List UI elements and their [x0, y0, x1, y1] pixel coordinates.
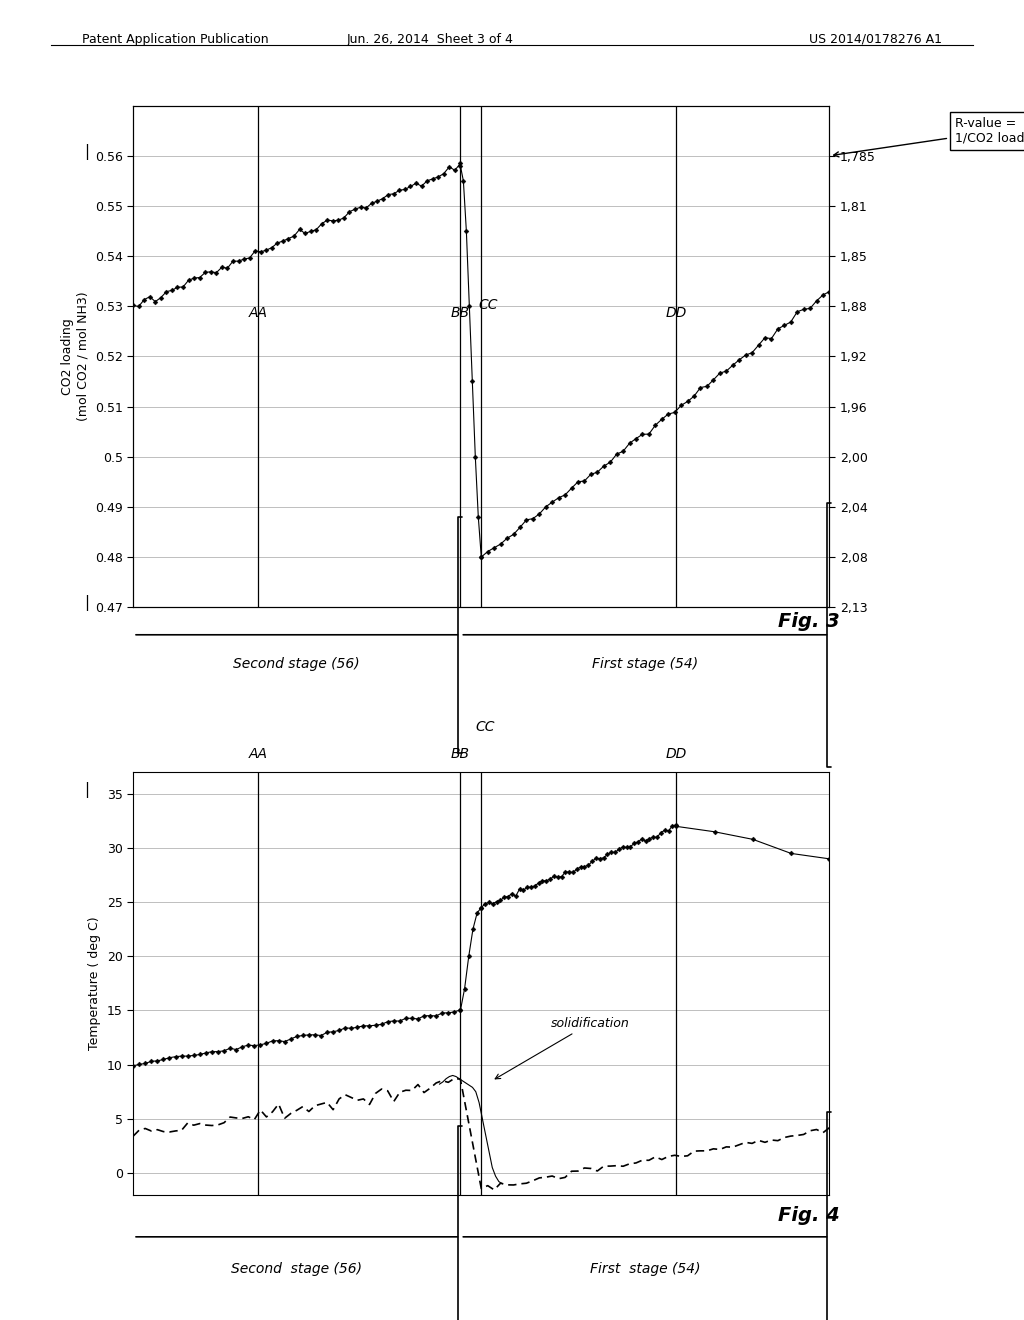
- Text: R-value =
1/CO2 loading: R-value = 1/CO2 loading: [834, 116, 1024, 157]
- Text: CC: CC: [478, 298, 498, 313]
- Text: Patent Application Publication: Patent Application Publication: [82, 33, 268, 46]
- Text: AA: AA: [249, 747, 268, 762]
- Y-axis label: Temperature ( deg C): Temperature ( deg C): [88, 916, 101, 1051]
- Text: Second  stage (56): Second stage (56): [231, 1262, 362, 1276]
- Text: BB: BB: [451, 306, 470, 319]
- Text: CC: CC: [475, 721, 495, 734]
- Text: First  stage (54): First stage (54): [590, 1262, 700, 1276]
- Text: |: |: [84, 595, 89, 611]
- Text: |: |: [84, 144, 89, 160]
- Text: Jun. 26, 2014  Sheet 3 of 4: Jun. 26, 2014 Sheet 3 of 4: [347, 33, 513, 46]
- Y-axis label: CO2 loading
(mol CO2 / mol NH3): CO2 loading (mol CO2 / mol NH3): [61, 292, 89, 421]
- Text: Fig. 3: Fig. 3: [778, 612, 840, 631]
- Text: BB: BB: [451, 747, 470, 762]
- Text: AA: AA: [249, 306, 268, 319]
- Text: First stage (54): First stage (54): [592, 657, 698, 672]
- Text: solidification: solidification: [496, 1016, 630, 1078]
- Text: US 2014/0178276 A1: US 2014/0178276 A1: [809, 33, 942, 46]
- Text: Fig. 4: Fig. 4: [778, 1206, 840, 1225]
- Text: |: |: [84, 781, 89, 797]
- Text: DD: DD: [666, 306, 687, 319]
- Text: Second stage (56): Second stage (56): [233, 657, 360, 672]
- Text: DD: DD: [666, 747, 687, 762]
